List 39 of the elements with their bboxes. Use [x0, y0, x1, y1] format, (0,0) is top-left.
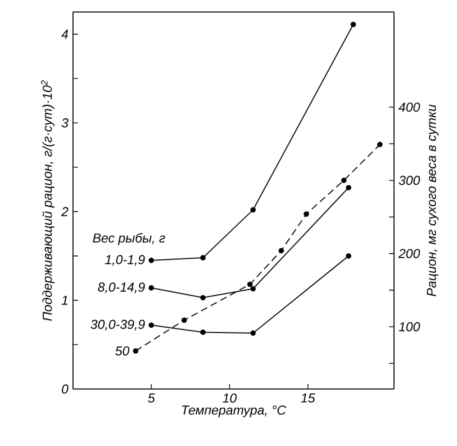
y2-tick-label: 300 [398, 176, 420, 185]
x-tick-label: 5 [148, 394, 155, 403]
point [148, 285, 154, 291]
y2-tick-label: 200 [398, 248, 420, 258]
point [346, 184, 352, 190]
point [181, 317, 187, 323]
y-axis-title: Поддерживающий рацион, г/(г·сут)·10$^{2}$ [41, 80, 54, 321]
series-label: 8,0-14,9 [98, 282, 145, 294]
legend-title: Вес рыбы, г [92, 232, 166, 246]
point [200, 255, 206, 260]
series-label: 30,0-39,9 [90, 320, 145, 330]
point [350, 22, 356, 28]
point [148, 322, 154, 328]
point [377, 142, 383, 148]
point [278, 248, 284, 254]
point [250, 330, 256, 336]
y-tick-label: 2 [61, 207, 68, 216]
point [250, 207, 256, 213]
y2-axis-title: Рацион, мг сухого веса в сутки [426, 104, 439, 296]
point [346, 253, 352, 259]
point [132, 348, 138, 354]
x-tick-label: 10 [222, 394, 237, 403]
point [200, 294, 206, 300]
point [148, 258, 154, 264]
y-tick-label: 3 [62, 118, 68, 128]
y-tick-label: 1 [62, 296, 68, 305]
series-label: 1,0-1,9 [105, 255, 145, 266]
point [304, 211, 310, 217]
point [247, 282, 253, 288]
point [341, 178, 347, 184]
point [250, 286, 256, 292]
y2-tick-label: 400 [398, 102, 420, 112]
x-tick-label: 15 [301, 394, 316, 403]
y2-tick-label: 100 [398, 322, 420, 332]
y-tick-label: 4 [61, 30, 68, 39]
point [200, 330, 206, 335]
series-label: 50 [115, 346, 130, 356]
x-axis-title: Температура, °C [182, 406, 286, 418]
y-tick-label: 0 [62, 384, 68, 394]
